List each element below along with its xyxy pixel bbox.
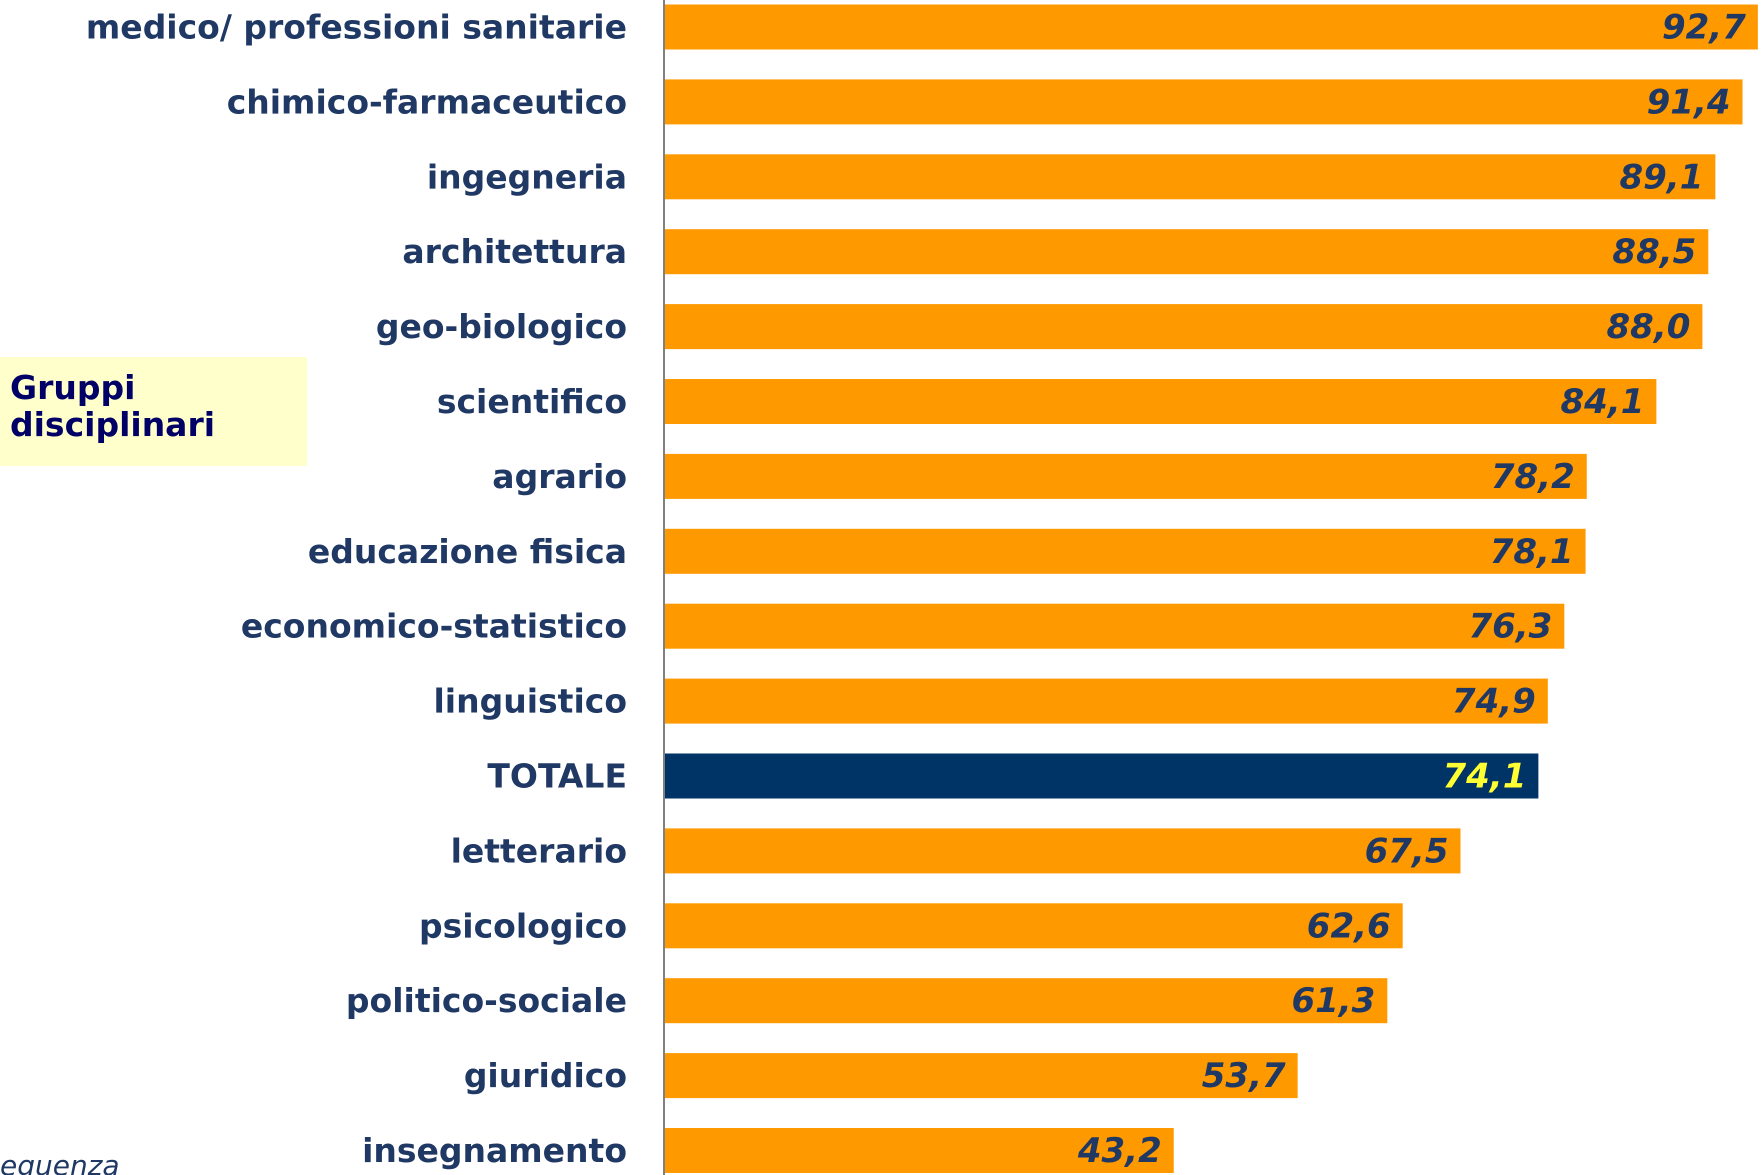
bar xyxy=(664,453,1587,499)
value-label: 88,5 xyxy=(1612,232,1696,272)
legend-box: Gruppi disciplinari xyxy=(0,357,307,466)
category-label: ingegneria xyxy=(427,157,627,196)
value-label: 74,9 xyxy=(1452,682,1536,722)
bar xyxy=(664,4,1758,50)
category-label: letterario xyxy=(451,831,627,870)
category-label: agrario xyxy=(492,457,627,496)
category-label: educazione fisica xyxy=(308,532,627,571)
footnote: equenza xyxy=(0,1149,120,1175)
category-label: insegnamento xyxy=(362,1131,627,1170)
bar xyxy=(664,154,1716,200)
category-label: giuridico xyxy=(464,1056,627,1095)
category-label: TOTALE xyxy=(487,757,627,796)
category-label: scientifico xyxy=(437,382,627,421)
bar xyxy=(664,304,1703,350)
category-label: psicologico xyxy=(419,906,627,945)
value-label: 53,7 xyxy=(1202,1056,1286,1096)
value-label: 91,4 xyxy=(1647,82,1731,122)
value-label: 62,6 xyxy=(1307,906,1391,946)
value-label: 92,7 xyxy=(1662,8,1746,48)
bar xyxy=(664,903,1403,949)
bar xyxy=(664,678,1548,724)
bar xyxy=(664,603,1565,649)
category-label: politico-sociale xyxy=(346,981,627,1020)
value-label: 84,1 xyxy=(1560,382,1644,422)
category-label: geo-biologico xyxy=(376,307,627,346)
value-label: 78,1 xyxy=(1490,532,1574,572)
value-label: 88,0 xyxy=(1607,307,1691,347)
bar xyxy=(664,753,1539,799)
value-label: 43,2 xyxy=(1077,1131,1162,1171)
bar xyxy=(664,1128,1174,1173)
category-label: architettura xyxy=(402,232,627,271)
bar xyxy=(664,978,1388,1024)
value-label: 78,2 xyxy=(1491,457,1575,497)
bar xyxy=(664,828,1461,874)
category-label: linguistico xyxy=(433,682,627,721)
category-label: chimico-farmaceutico xyxy=(227,82,627,121)
value-label: 67,5 xyxy=(1365,831,1449,871)
bar xyxy=(664,229,1709,275)
bar xyxy=(664,379,1657,424)
bar xyxy=(664,79,1743,125)
value-label: 61,3 xyxy=(1291,981,1375,1021)
bar xyxy=(664,528,1586,574)
category-label: medico/ professioni sanitarie xyxy=(86,8,627,47)
category-label: economico-statistico xyxy=(241,607,627,646)
value-label: 89,1 xyxy=(1619,157,1703,197)
bar xyxy=(664,1053,1298,1099)
value-label: 74,1 xyxy=(1442,757,1526,797)
value-label: 76,3 xyxy=(1468,607,1552,647)
